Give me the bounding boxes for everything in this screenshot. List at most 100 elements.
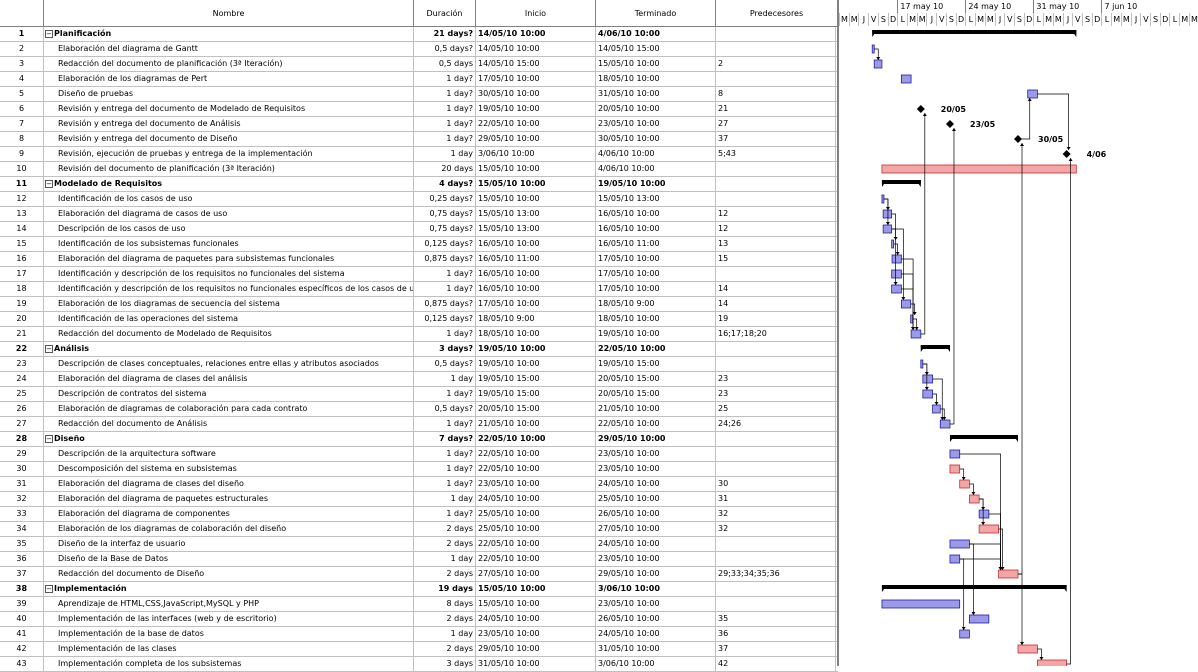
- task-duration[interactable]: 4 days?: [414, 177, 476, 191]
- table-row[interactable]: 8 Revisión y entrega del documento de Dis…: [0, 132, 838, 147]
- collapse-toggle-icon[interactable]: −: [45, 434, 53, 443]
- table-row[interactable]: 1− Planificación 21 days? 14/05/10 10:00 4/0…: [0, 27, 838, 42]
- task-id[interactable]: 26: [0, 402, 44, 416]
- task-start[interactable]: 22/05/10 10:00: [476, 117, 596, 131]
- task-start[interactable]: 23/05/10 10:00: [476, 477, 596, 491]
- task-id[interactable]: 16: [0, 252, 44, 266]
- task-name[interactable]: Elaboración de los diagramas de Pert: [44, 72, 414, 86]
- task-name[interactable]: Identificación de las operaciones del si…: [44, 312, 414, 326]
- task-predecessors[interactable]: 30: [716, 477, 836, 491]
- task-id[interactable]: 40: [0, 612, 44, 626]
- task-name[interactable]: Implementación de las clases: [44, 642, 414, 656]
- task-name[interactable]: − Implementación: [44, 582, 414, 596]
- task-id[interactable]: 17: [0, 267, 44, 281]
- task-duration[interactable]: 0,75 days?: [414, 222, 476, 236]
- table-row[interactable]: 21 Redacción del documento de Modelado de…: [0, 327, 838, 342]
- task-start[interactable]: 19/05/10 10:00: [476, 102, 596, 116]
- task-start[interactable]: 25/05/10 10:00: [476, 507, 596, 521]
- task-duration[interactable]: 0,75 days?: [414, 207, 476, 221]
- task-start[interactable]: 21/05/10 10:00: [476, 417, 596, 431]
- table-row[interactable]: 7 Revisión y entrega del documento de Aná…: [0, 117, 838, 132]
- task-name[interactable]: Elaboración del diagrama de casos de uso: [44, 207, 414, 221]
- task-start[interactable]: 16/05/10 10:00: [476, 237, 596, 251]
- task-start[interactable]: 22/05/10 10:00: [476, 537, 596, 551]
- col-header-end[interactable]: Terminado: [596, 0, 716, 27]
- task-duration[interactable]: 0,5 days?: [414, 402, 476, 416]
- task-start[interactable]: 15/05/10 10:00: [476, 597, 596, 611]
- task-end[interactable]: 26/05/10 10:00: [596, 507, 716, 521]
- task-start[interactable]: 22/05/10 10:00: [476, 462, 596, 476]
- task-end[interactable]: 23/05/10 10:00: [596, 117, 716, 131]
- task-duration[interactable]: 2 days: [414, 567, 476, 581]
- task-end[interactable]: 18/05/10 9:00: [596, 297, 716, 311]
- table-row[interactable]: 9 Revisión, ejecución de pruebas y entreg…: [0, 147, 838, 162]
- task-predecessors[interactable]: 19: [716, 312, 836, 326]
- task-duration[interactable]: 1 day?: [414, 87, 476, 101]
- task-duration[interactable]: 1 day?: [414, 387, 476, 401]
- col-header-duration[interactable]: Duración: [414, 0, 476, 27]
- table-row[interactable]: 42 Implementación de las clases 2 days 29/0…: [0, 642, 838, 657]
- task-id[interactable]: 28: [0, 432, 44, 446]
- task-predecessors[interactable]: 16;17;18;20: [716, 327, 836, 341]
- task-end[interactable]: 16/05/10 10:00: [596, 222, 716, 236]
- table-row[interactable]: 38− Implementación 19 days 15/05/10 10:00 3/…: [0, 582, 838, 597]
- task-duration[interactable]: 0,875 days?: [414, 252, 476, 266]
- task-name[interactable]: Revisión, ejecución de pruebas y entrega…: [44, 147, 414, 161]
- table-row[interactable]: 40 Implementación de las interfaces (web …: [0, 612, 838, 627]
- task-name[interactable]: Descripción de la arquitectura software: [44, 447, 414, 461]
- task-name[interactable]: Revisión del documento de planificación …: [44, 162, 414, 176]
- col-header-id[interactable]: [0, 0, 44, 27]
- splitter[interactable]: [837, 0, 839, 666]
- task-predecessors[interactable]: 32: [716, 522, 836, 536]
- task-predecessors[interactable]: 24;26: [716, 417, 836, 431]
- task-end[interactable]: 24/05/10 10:00: [596, 627, 716, 641]
- task-predecessors[interactable]: 31: [716, 492, 836, 506]
- table-row[interactable]: 43 Implementación completa de los subsist…: [0, 657, 838, 672]
- task-start[interactable]: 30/05/10 10:00: [476, 87, 596, 101]
- task-id[interactable]: 2: [0, 42, 44, 56]
- task-start[interactable]: 29/05/10 10:00: [476, 642, 596, 656]
- task-start[interactable]: 25/05/10 10:00: [476, 522, 596, 536]
- table-row[interactable]: 20 Identificación de las operaciones del …: [0, 312, 838, 327]
- task-start[interactable]: 15/05/10 13:00: [476, 207, 596, 221]
- task-end[interactable]: 18/05/10 10:00: [596, 72, 716, 86]
- task-name[interactable]: − Análisis: [44, 342, 414, 356]
- task-predecessors[interactable]: 8: [716, 87, 836, 101]
- task-start[interactable]: 15/05/10 10:00: [476, 162, 596, 176]
- table-row[interactable]: 10 Revisión del documento de planificació…: [0, 162, 838, 177]
- task-duration[interactable]: 2 days: [414, 642, 476, 656]
- task-predecessors[interactable]: 37: [716, 132, 836, 146]
- task-end[interactable]: 23/05/10 10:00: [596, 552, 716, 566]
- task-id[interactable]: 39: [0, 597, 44, 611]
- task-id[interactable]: 43: [0, 657, 44, 671]
- task-duration[interactable]: 3 days?: [414, 342, 476, 356]
- task-duration[interactable]: 1 day?: [414, 462, 476, 476]
- task-start[interactable]: 18/05/10 9:00: [476, 312, 596, 326]
- task-start[interactable]: 24/05/10 10:00: [476, 492, 596, 506]
- task-name[interactable]: Elaboración de los diagramas de colabora…: [44, 522, 414, 536]
- task-predecessors[interactable]: 27: [716, 117, 836, 131]
- task-predecessors[interactable]: 29;33;34;35;36: [716, 567, 836, 581]
- table-row[interactable]: 4 Elaboración de los diagramas de Pert 1 d…: [0, 72, 838, 87]
- task-start[interactable]: 14/05/10 10:00: [476, 27, 596, 41]
- task-predecessors[interactable]: [716, 72, 836, 86]
- table-row[interactable]: 35 Diseño de la interfaz de usuario 2 days…: [0, 537, 838, 552]
- task-end[interactable]: 22/05/10 10:00: [596, 342, 716, 356]
- task-id[interactable]: 32: [0, 492, 44, 506]
- task-start[interactable]: 19/05/10 10:00: [476, 357, 596, 371]
- task-id[interactable]: 12: [0, 192, 44, 206]
- task-predecessors[interactable]: [716, 357, 836, 371]
- task-predecessors[interactable]: [716, 552, 836, 566]
- table-row[interactable]: 22− Análisis 3 days? 19/05/10 10:00 22/05/10…: [0, 342, 838, 357]
- task-end[interactable]: 23/05/10 10:00: [596, 447, 716, 461]
- task-predecessors[interactable]: 36: [716, 627, 836, 641]
- task-end[interactable]: 21/05/10 10:00: [596, 402, 716, 416]
- task-id[interactable]: 11: [0, 177, 44, 191]
- task-end[interactable]: 25/05/10 10:00: [596, 492, 716, 506]
- collapse-toggle-icon[interactable]: −: [45, 584, 53, 593]
- table-row[interactable]: 6 Revisión y entrega del documento de Mod…: [0, 102, 838, 117]
- task-duration[interactable]: 1 day?: [414, 72, 476, 86]
- task-name[interactable]: Diseño de la interfaz de usuario: [44, 537, 414, 551]
- table-row[interactable]: 27 Redacción del documento de Análisis 1 d…: [0, 417, 838, 432]
- task-end[interactable]: 27/05/10 10:00: [596, 522, 716, 536]
